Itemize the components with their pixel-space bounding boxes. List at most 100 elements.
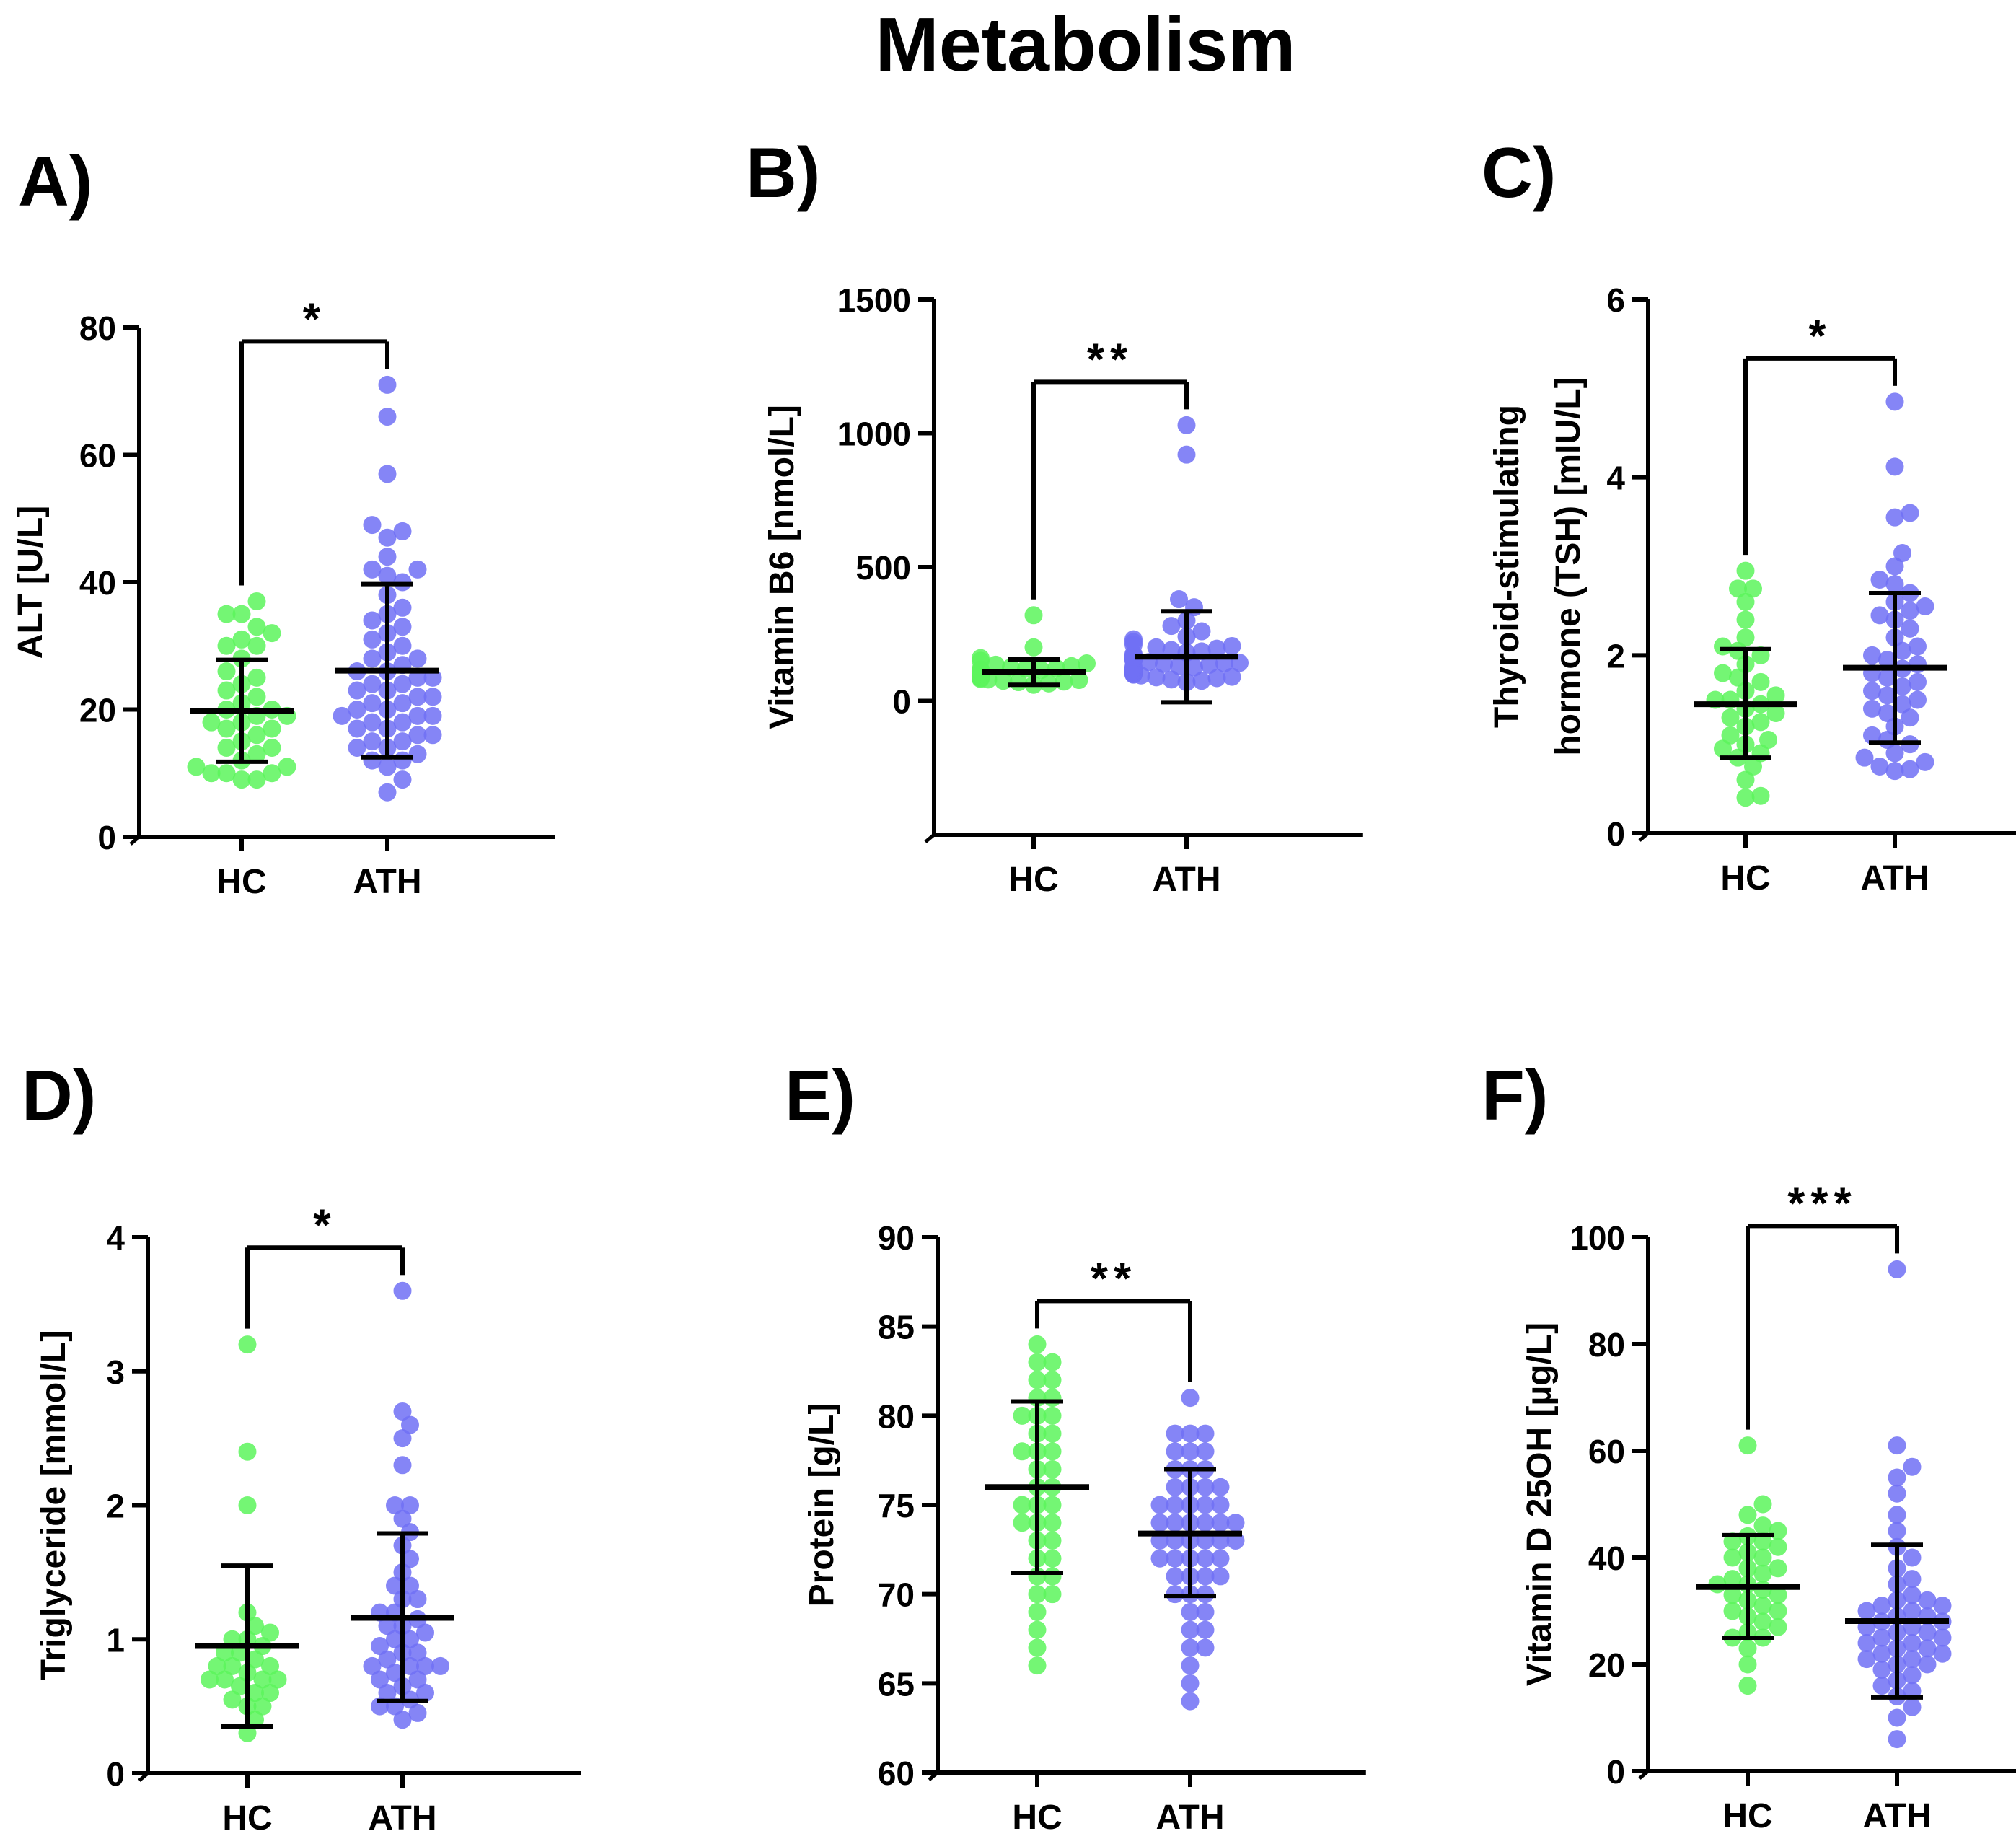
hc-data-point [247, 636, 266, 655]
ath-data-point [1903, 1548, 1922, 1567]
hc-data-point [1043, 1514, 1062, 1532]
y-tick-label: 80 [79, 309, 116, 347]
ath-data-point [1893, 695, 1911, 714]
ath-data-point [378, 1617, 397, 1636]
ath-data-point [408, 726, 427, 745]
ath-data-point [1166, 1442, 1184, 1461]
ath-data-point [1872, 1597, 1891, 1615]
ath-data-point [1901, 619, 1919, 638]
hc-data-point [1043, 1424, 1062, 1443]
ath-data-point [1888, 1436, 1906, 1455]
ath-data-point [1903, 1457, 1922, 1476]
ath-data-point [1177, 416, 1196, 434]
hc-data-point [1714, 637, 1732, 656]
x-category-label: HC [1012, 1799, 1062, 1837]
ath-data-point [378, 758, 397, 776]
ath-data-point [408, 1703, 427, 1722]
y-tick-label: 1 [106, 1621, 125, 1659]
hc-data-point [1769, 1537, 1787, 1556]
ath-data-point [1181, 1389, 1200, 1408]
hc-data-point [1043, 1549, 1062, 1568]
hc-data-point [1028, 1353, 1047, 1371]
ath-data-point [1857, 1650, 1876, 1669]
ath-data-point [1196, 1567, 1215, 1586]
y-tick-label: 3 [106, 1353, 125, 1391]
ath-data-point [393, 675, 412, 693]
ath-data-point [393, 1456, 412, 1475]
hc-data-point [1759, 731, 1777, 749]
ath-data-point [1903, 1633, 1922, 1652]
y-axis-label: hormone (TSH) [mIU/L] [1549, 377, 1588, 755]
ath-data-point [363, 1656, 382, 1675]
ath-data-point [1888, 1260, 1906, 1278]
ath-data-point [348, 701, 366, 719]
ath-data-point [386, 1576, 404, 1595]
hc-data-point [1744, 579, 1762, 598]
ath-data-point [348, 681, 366, 700]
ath-data-point [1192, 672, 1211, 690]
y-tick-label: 80 [1588, 1326, 1625, 1364]
hc-data-point [1024, 606, 1043, 625]
ath-data-point [1888, 1506, 1906, 1524]
ath-data-point [423, 706, 442, 725]
ath-data-point [401, 1496, 419, 1514]
ath-data-point [1223, 667, 1241, 686]
ath-data-point [401, 1656, 419, 1675]
hc-data-point [1028, 1371, 1047, 1389]
y-tick-label: 0 [97, 819, 116, 856]
ath-data-point [1196, 1478, 1215, 1496]
hc-data-point [1736, 628, 1755, 647]
hc-data-point [1723, 1548, 1742, 1567]
ath-data-point [401, 1576, 419, 1595]
ath-data-point [393, 1429, 412, 1448]
hc-data-point [1729, 579, 1747, 598]
hc-data-point [1013, 1496, 1031, 1514]
ath-data-point [1196, 1514, 1215, 1532]
panel-b: B) 0 500 1000 1500 HC ATH Vitamin B6 [nmol/L] ** [746, 133, 1363, 899]
ath-data-point [1177, 445, 1196, 464]
ath-data-point [1878, 704, 1896, 722]
hc-data-point [261, 1623, 279, 1642]
panel-a: A) 0 20 40 60 80 HC ATH ALT [U/L] * [12, 141, 555, 901]
ath-data-point [1181, 1442, 1200, 1461]
ath-data-point [371, 1637, 389, 1656]
ath-data-point [1211, 1478, 1230, 1496]
ath-data-point [1916, 597, 1934, 615]
ath-data-point [1909, 672, 1927, 691]
y-tick-label: 60 [1588, 1433, 1625, 1470]
ath-data-point [1147, 668, 1166, 687]
hc-data-point [1753, 1548, 1772, 1567]
hc-data-point [223, 1656, 242, 1675]
y-tick-label: 4 [106, 1219, 125, 1257]
panel-label: A) [18, 141, 92, 221]
hc-data-point [1028, 1602, 1047, 1621]
axis-corner-tick [928, 1771, 939, 1781]
ath-data-point [393, 1509, 412, 1528]
ath-data-point [1933, 1597, 1952, 1615]
ath-data-point [363, 611, 382, 630]
ath-data-point [1918, 1591, 1937, 1610]
hc-data-point [247, 770, 266, 789]
hc-data-point [202, 764, 221, 783]
hc-data-point [217, 738, 236, 757]
ath-data-point [1901, 602, 1919, 620]
hc-data-point [238, 1442, 257, 1461]
panel-e: E) 60 65 70 75 80 85 90 HC ATH Protein [g/L] ** [785, 1055, 1366, 1837]
ath-data-point [363, 649, 382, 668]
hc-data-point [1738, 1655, 1757, 1674]
ath-data-point [408, 745, 427, 763]
hc-data-point [187, 758, 206, 776]
hc-data-point [1043, 1585, 1062, 1604]
hc-data-point [231, 1677, 249, 1695]
y-tick-label: 4 [1606, 460, 1625, 497]
hc-data-point [232, 605, 251, 623]
ath-data-point [378, 465, 397, 483]
y-tick-label: 75 [878, 1487, 915, 1524]
ath-data-point [1878, 651, 1896, 669]
hc-data-point [1013, 1442, 1031, 1461]
y-tick-label: 65 [878, 1665, 915, 1703]
ath-data-point [416, 1623, 434, 1642]
ath-data-point [1211, 1514, 1230, 1532]
axis-corner-tick [1638, 1770, 1650, 1780]
